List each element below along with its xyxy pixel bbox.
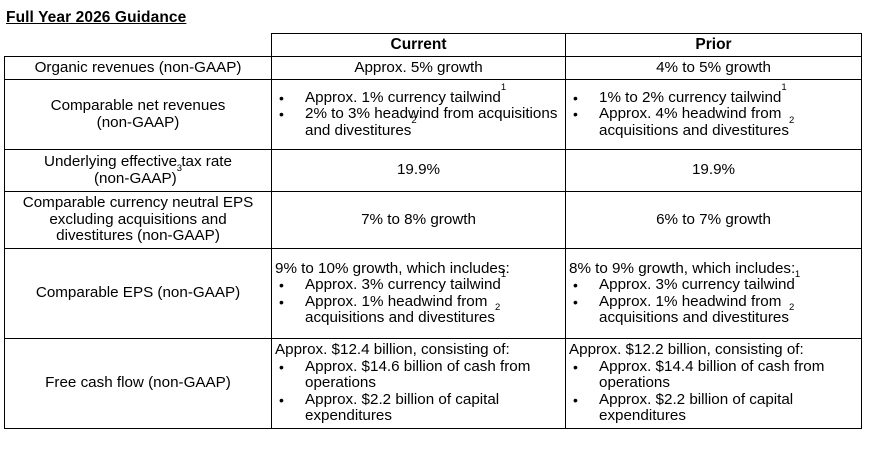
bullet-list: • 1% to 2% currency tailwind1 • Approx. 4%…: [569, 81, 859, 140]
footnote-ref: 1: [500, 269, 507, 280]
footnote-ref: 2: [788, 302, 795, 313]
bullet-icon: •: [573, 277, 578, 293]
column-header-current: Current: [271, 33, 566, 57]
metric-label-line: Comparable currency neutral EPS: [22, 194, 254, 212]
bullet-item: • Approx. $2.2 billion of capital expendi…: [573, 390, 794, 425]
metric-label-line: Free cash flow (non-GAAP): [45, 374, 231, 392]
bullet-list: • Approx. 3% currency tailwind1 • Approx. …: [569, 269, 859, 327]
current-value: • Approx. 1% currency tailwind1 • 2% to 3%…: [271, 79, 566, 150]
table-row: Comparable EPS (non-GAAP) 9% to 10% grow…: [4, 248, 862, 339]
bullet-icon: •: [279, 106, 284, 123]
table-row: Free cash flow (non-GAAP) Approx. $12.4 …: [4, 338, 862, 429]
table-row: Organic revenues (non-GAAP) Approx. 5% g…: [4, 56, 862, 80]
bullet-icon: •: [279, 358, 284, 375]
bullet-icon: •: [279, 391, 284, 408]
page-title: Full Year 2026 Guidance: [6, 9, 187, 26]
current-value: Approx. $12.4 billion, consisting of: • A…: [271, 338, 566, 429]
bullet-icon: •: [279, 293, 284, 310]
prior-value: 8% to 9% growth, which includes: • Approx…: [565, 248, 862, 339]
metric-label: Comparable EPS (non-GAAP): [4, 248, 272, 339]
prior-value: 6% to 7% growth: [565, 191, 862, 249]
bullet-icon: •: [279, 277, 284, 293]
bullet-icon: •: [573, 106, 578, 123]
bullet-list: • Approx. 3% currency tailwind1 • Approx. …: [275, 269, 563, 327]
metric-label-line: excluding acquisitions and: [49, 210, 227, 228]
bullet-list: • Approx. 1% currency tailwind1 • 2% to 3%…: [275, 81, 563, 140]
bullet-item: • Approx. 1% currency tailwind1: [279, 81, 507, 106]
metric-label: Underlying effective tax rate (non-GAAP)…: [4, 149, 272, 192]
metric-label-line: Organic revenues (non-GAAP): [34, 58, 242, 76]
value-intro: Approx. $12.2 billion, consisting of:: [569, 341, 804, 359]
metric-label: Free cash flow (non-GAAP): [4, 338, 272, 429]
bullet-icon: •: [573, 358, 578, 375]
value-text: Approx. 5% growth: [354, 58, 483, 76]
current-value: Approx. 5% growth: [271, 56, 566, 80]
footnote-ref: 2: [788, 114, 795, 126]
value-text: 19.9%: [396, 161, 441, 179]
value-intro: 9% to 10% growth, which includes:: [275, 259, 510, 277]
current-value: 9% to 10% growth, which includes: • Appro…: [271, 248, 566, 339]
metric-label-line: (non-GAAP): [96, 113, 180, 131]
footnote-ref: 2: [494, 302, 501, 313]
bullet-icon: •: [279, 89, 284, 106]
prior-value: 4% to 5% growth: [565, 56, 862, 80]
metric-label-line: Comparable EPS (non-GAAP): [35, 284, 241, 302]
metric-label: Comparable net revenues (non-GAAP): [4, 79, 272, 150]
table-row: Underlying effective tax rate (non-GAAP)…: [4, 149, 862, 192]
bullet-item: • 2% to 3% headwind from acquisitions and…: [279, 105, 558, 139]
prior-value: • 1% to 2% currency tailwind1 • Approx. 4%…: [565, 79, 862, 150]
value-intro: Approx. $12.4 billion, consisting of:: [275, 341, 510, 359]
bullet-list: • Approx. $14.6 billion of cash from oper…: [275, 357, 563, 425]
bullet-icon: •: [573, 89, 578, 106]
footnote-ref: 2: [411, 114, 417, 126]
bullet-item: • Approx. 4% headwind from acquisitions a…: [573, 105, 795, 139]
header-corner: [4, 33, 272, 57]
footnote-ref: 1: [781, 81, 787, 93]
bullet-item: • Approx. 1% headwind from acquisitions a…: [279, 292, 501, 326]
table-row: Comparable net revenues (non-GAAP) • Appr…: [4, 79, 862, 150]
value-intro: 8% to 9% growth, which includes:: [569, 259, 796, 277]
bullet-item: • Approx. 3% currency tailwind1: [279, 269, 507, 293]
metric-label-line: Comparable net revenues: [50, 97, 226, 114]
table-row: Comparable currency neutral EPS excludin…: [4, 191, 862, 249]
value-text: 6% to 7% growth: [656, 210, 771, 228]
metric-label-line: (non-GAAP): [93, 169, 177, 187]
bullet-item: • Approx. $2.2 billion of capital expendi…: [279, 390, 500, 425]
footnote-ref: 1: [500, 81, 507, 93]
current-value: 7% to 8% growth: [271, 191, 566, 249]
bullet-list: • Approx. $14.4 billion of cash from oper…: [569, 357, 859, 425]
bullet-item: • Approx. $14.6 billion of cash from oper…: [279, 357, 531, 392]
metric-label-line: divestitures (non-GAAP): [56, 227, 220, 245]
current-value: 19.9%: [271, 149, 566, 192]
bullet-item: • 1% to 2% currency tailwind1: [573, 81, 787, 106]
value-text: 4% to 5% growth: [656, 58, 771, 76]
bullet-icon: •: [573, 293, 578, 310]
value-text: 19.9%: [691, 161, 736, 179]
footnote-ref: 1: [794, 269, 801, 280]
metric-label: Organic revenues (non-GAAP): [4, 56, 272, 80]
bullet-item: • Approx. $14.4 billion of cash from oper…: [573, 357, 825, 392]
metric-label: Comparable currency neutral EPS excludin…: [4, 191, 272, 249]
prior-value: Approx. $12.2 billion, consisting of: • A…: [565, 338, 862, 429]
bullet-item: • Approx. 1% headwind from acquisitions a…: [573, 292, 795, 326]
prior-value: 19.9%: [565, 149, 862, 192]
value-text: 7% to 8% growth: [361, 210, 476, 228]
footnote-ref: 3: [176, 162, 182, 174]
bullet-item: • Approx. 3% currency tailwind1: [573, 269, 801, 293]
table-header-row: Current Prior: [4, 33, 862, 57]
metric-label-line: Underlying effective tax rate: [44, 153, 232, 170]
bullet-icon: •: [573, 391, 578, 408]
guidance-table: Current Prior Organic revenues (non-GAAP…: [4, 33, 862, 429]
column-header-prior: Prior: [565, 33, 862, 57]
